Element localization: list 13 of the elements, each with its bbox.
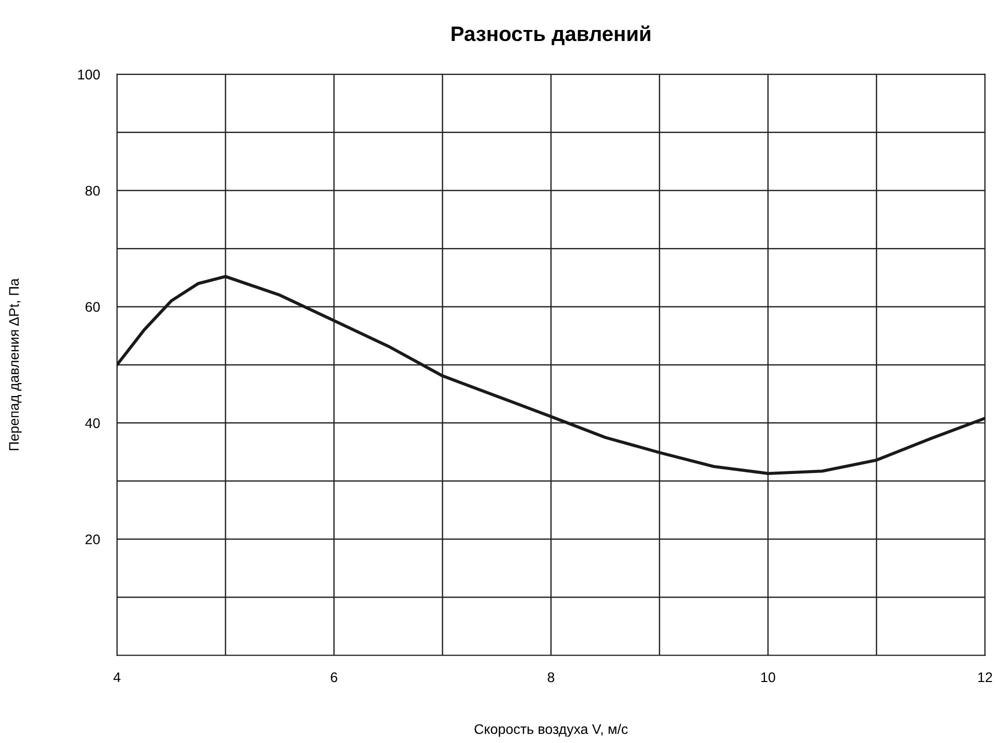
x-tick-label: 8 xyxy=(548,672,554,682)
y-tick-label: 100 xyxy=(78,70,100,80)
y-tick-label: 80 xyxy=(85,186,100,196)
y-tick-label: 20 xyxy=(86,534,100,544)
chart-title: Разность давлений xyxy=(452,25,650,46)
x-tick-label: 4 xyxy=(113,672,120,682)
y-axis-title: Перепад давления ΔPt, Па xyxy=(9,278,22,450)
y-tick-label: 40 xyxy=(85,418,100,428)
x-tick-label: 6 xyxy=(330,672,338,682)
x-tick-label: 10 xyxy=(761,672,776,682)
x-axis-title: Скорость воздуха V, м/с xyxy=(474,724,628,737)
x-tick-label: 12 xyxy=(978,672,992,682)
y-tick-label: 60 xyxy=(86,302,100,312)
